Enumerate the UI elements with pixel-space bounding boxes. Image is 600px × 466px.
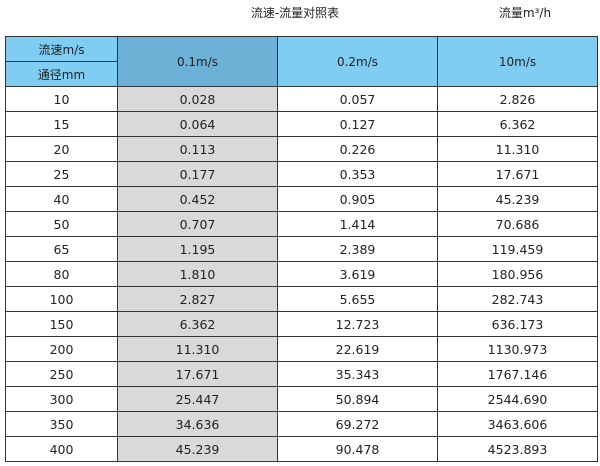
- diameter-cell: 25: [5, 161, 118, 187]
- flow-cell: 17.671: [437, 161, 598, 187]
- diameter-cell: 65: [5, 236, 118, 262]
- header-row: 通径mm: [5, 61, 598, 87]
- flow-cell: 90.478: [277, 436, 438, 462]
- table-row: 10 0.028 0.057 2.826: [5, 86, 598, 112]
- flow-cell: 1130.973: [437, 336, 598, 362]
- flow-cell: 0.127: [277, 111, 438, 137]
- column-header: 10m/s: [437, 36, 598, 87]
- table-row: 20 0.113 0.226 11.310: [5, 136, 598, 162]
- flow-cell: 0.905: [277, 186, 438, 212]
- flow-cell: 0.707: [117, 211, 278, 237]
- table-row: 150 6.362 12.723 636.173: [5, 311, 598, 337]
- diameter-cell: 350: [5, 411, 118, 437]
- table-row: 40 0.452 0.905 45.239: [5, 186, 598, 212]
- flow-cell: 6.362: [437, 111, 598, 137]
- flow-cell: 1.810: [117, 261, 278, 287]
- flow-cell: 1.195: [117, 236, 278, 262]
- flow-cell: 69.272: [277, 411, 438, 437]
- flow-cell: 0.177: [117, 161, 278, 187]
- flow-cell: 119.459: [437, 236, 598, 262]
- table-row: 25 0.177 0.353 17.671: [5, 161, 598, 187]
- column-header: 0.2m/s: [277, 36, 438, 87]
- flow-cell: 1.414: [277, 211, 438, 237]
- flow-cell: 2544.690: [437, 386, 598, 412]
- velocity-flow-table: 流速m/s 0.1m/s 0.2m/s 10m/s 通径mm 10 0.028 0.…: [5, 36, 598, 462]
- flow-cell: 0.057: [277, 86, 438, 112]
- diameter-cell: 100: [5, 286, 118, 312]
- velocity-header: 流速m/s: [5, 36, 118, 62]
- diameter-cell: 400: [5, 436, 118, 462]
- flow-cell: 0.452: [117, 186, 278, 212]
- flow-cell: 25.447: [117, 386, 278, 412]
- diameter-cell: 150: [5, 311, 118, 337]
- flow-cell: 1767.146: [437, 361, 598, 387]
- flow-cell: 11.310: [437, 136, 598, 162]
- flow-cell: 5.655: [277, 286, 438, 312]
- flow-cell: 45.239: [437, 186, 598, 212]
- flow-cell: 282.743: [437, 286, 598, 312]
- flow-cell: 22.619: [277, 336, 438, 362]
- flow-cell: 0.064: [117, 111, 278, 137]
- table-row: 200 11.310 22.619 1130.973: [5, 336, 598, 362]
- flow-cell: 35.343: [277, 361, 438, 387]
- table-row: 400 45.239 90.478 4523.893: [5, 436, 598, 462]
- diameter-cell: 15: [5, 111, 118, 137]
- flow-cell: 636.173: [437, 311, 598, 337]
- diameter-cell: 250: [5, 361, 118, 387]
- flow-cell: 50.894: [277, 386, 438, 412]
- diameter-cell: 300: [5, 386, 118, 412]
- flow-cell: 2.826: [437, 86, 598, 112]
- diameter-cell: 20: [5, 136, 118, 162]
- table-title: 流速-流量对照表: [250, 6, 340, 20]
- flow-cell: 11.310: [117, 336, 278, 362]
- flow-cell: 17.671: [117, 361, 278, 387]
- column-header: 0.1m/s: [117, 36, 278, 87]
- flow-cell: 3.619: [277, 261, 438, 287]
- flow-cell: 34.636: [117, 411, 278, 437]
- header-row: 流速m/s 0.1m/s 0.2m/s 10m/s: [5, 36, 598, 87]
- table-row: 100 2.827 5.655 282.743: [5, 286, 598, 312]
- table-row: 300 25.447 50.894 2544.690: [5, 386, 598, 412]
- flow-cell: 0.028: [117, 86, 278, 112]
- flow-cell: 4523.893: [437, 436, 598, 462]
- flow-cell: 2.389: [277, 236, 438, 262]
- flow-cell: 70.686: [437, 211, 598, 237]
- diameter-cell: 50: [5, 211, 118, 237]
- flow-cell: 2.827: [117, 286, 278, 312]
- flow-cell: 0.353: [277, 161, 438, 187]
- flow-cell: 3463.606: [437, 411, 598, 437]
- flow-cell: 12.723: [277, 311, 438, 337]
- table-row: 15 0.064 0.127 6.362: [5, 111, 598, 137]
- diameter-cell: 200: [5, 336, 118, 362]
- flow-unit-label: 流量m³/h: [498, 6, 552, 20]
- diameter-cell: 80: [5, 261, 118, 287]
- diameter-cell: 40: [5, 186, 118, 212]
- table-row: 350 34.636 69.272 3463.606: [5, 411, 598, 437]
- table-row: 250 17.671 35.343 1767.146: [5, 361, 598, 387]
- flow-cell: 0.226: [277, 136, 438, 162]
- diameter-cell: 10: [5, 86, 118, 112]
- table-row: 80 1.810 3.619 180.956: [5, 261, 598, 287]
- diameter-header: 通径mm: [5, 61, 118, 87]
- flow-cell: 180.956: [437, 261, 598, 287]
- flow-cell: 0.113: [117, 136, 278, 162]
- table-row: 65 1.195 2.389 119.459: [5, 236, 598, 262]
- flow-cell: 6.362: [117, 311, 278, 337]
- table-row: 50 0.707 1.414 70.686: [5, 211, 598, 237]
- flow-cell: 45.239: [117, 436, 278, 462]
